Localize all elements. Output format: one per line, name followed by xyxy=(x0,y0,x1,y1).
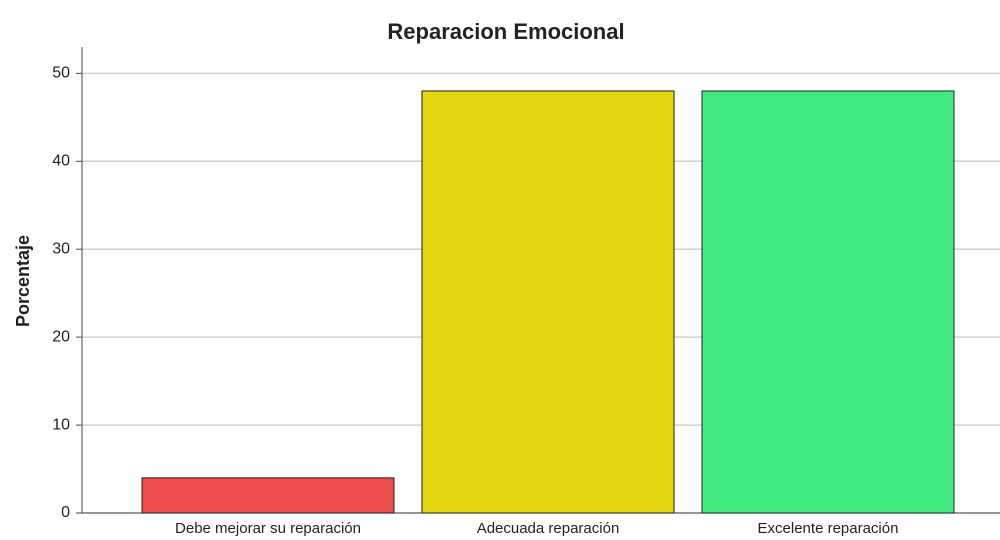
x-tick-label: Debe mejorar su reparación xyxy=(175,520,361,537)
y-tick-label: 0 xyxy=(61,504,70,521)
y-tick-label: 50 xyxy=(52,65,70,82)
bar xyxy=(421,90,675,514)
y-tick-label: 30 xyxy=(52,240,70,257)
bar xyxy=(701,90,955,514)
y-tick-label: 40 xyxy=(52,153,70,170)
x-tick-label: Excelente reparación xyxy=(758,520,899,537)
chart-title: Reparacion Emocional xyxy=(387,19,624,44)
y-axis-label: Porcentaje xyxy=(13,235,33,327)
bar xyxy=(141,477,395,514)
y-tick-label: 10 xyxy=(52,416,70,433)
y-tick-label: 20 xyxy=(52,328,70,345)
x-tick-label: Adecuada reparación xyxy=(477,520,620,537)
